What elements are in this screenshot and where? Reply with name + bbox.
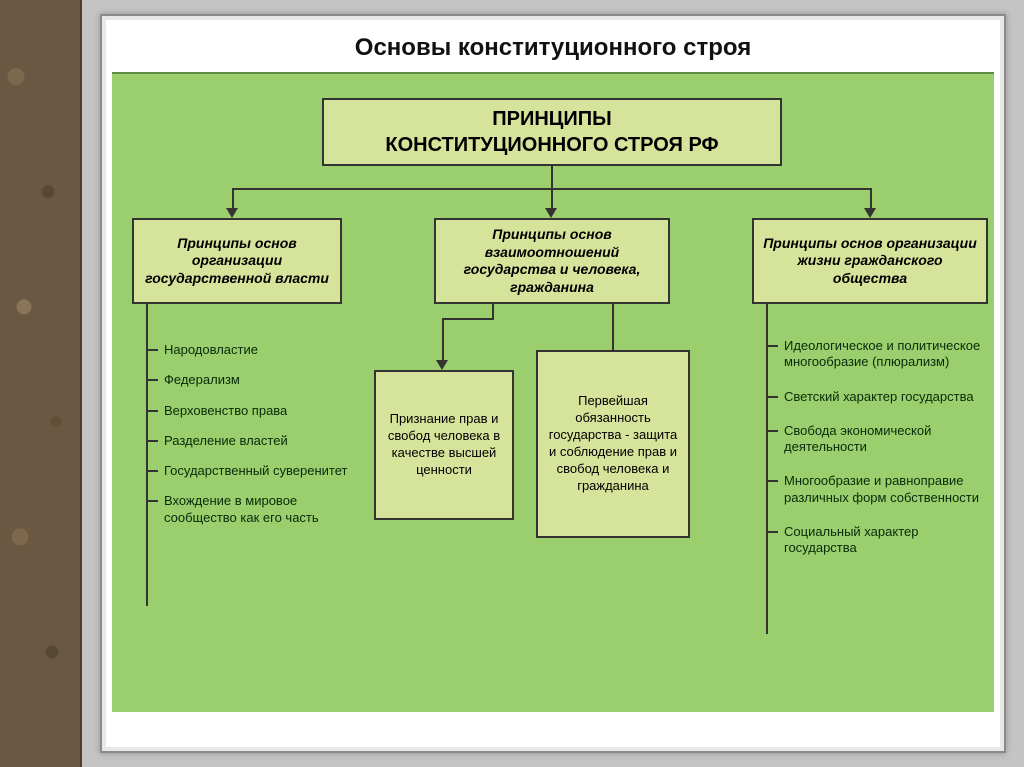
branch2-item-1-text: Признание прав и свобод человека в качес… [384, 411, 504, 479]
main-panel: Основы конституционного строя ПРИНЦИПЫ К… [82, 0, 1024, 767]
root-line1: ПРИНЦИПЫ [385, 106, 718, 132]
slide-frame: Основы конституционного строя ПРИНЦИПЫ К… [100, 14, 1006, 753]
branch-label-1: Принципы основ организации государственн… [142, 235, 332, 288]
connector [492, 304, 494, 318]
list-item: Социальный характер государства [770, 524, 988, 557]
list-rail [146, 318, 148, 606]
arrow-down-icon [436, 360, 448, 370]
branch-box-1: Принципы основ организации государственн… [132, 218, 342, 304]
list-item: Разделение властей [150, 433, 350, 449]
connector [442, 318, 494, 320]
root-box: ПРИНЦИПЫ КОНСТИТУЦИОННОГО СТРОЯ РФ [322, 98, 782, 166]
arrow-down-icon [864, 208, 876, 218]
connector [551, 166, 553, 188]
connector [766, 304, 768, 318]
list-item: Государственный суверенитет [150, 463, 350, 479]
connector [870, 188, 872, 210]
list-item: Федерализм [150, 372, 350, 388]
connector [442, 318, 444, 362]
branch-box-2: Принципы основ взаимоотношений государст… [434, 218, 670, 304]
list-item: Многообразие и равноправие различных фор… [770, 473, 988, 506]
list-item: Народовластие [150, 342, 350, 358]
decorative-sidebar [0, 0, 82, 767]
list-branch-1: Народовластие Федерализм Верховенство пр… [150, 342, 350, 540]
branch-label-2: Принципы основ взаимоотношений государст… [444, 226, 660, 296]
branch2-item-2: Первейшая обязанность государства - защи… [536, 350, 690, 538]
branch-label-3: Принципы основ организации жизни граждан… [762, 235, 978, 288]
list-item: Идеологическое и политическое многообраз… [770, 338, 988, 371]
branch2-item-1: Признание прав и свобод человека в качес… [374, 370, 514, 520]
list-rail [766, 318, 768, 634]
connector [612, 304, 614, 318]
arrow-down-icon [226, 208, 238, 218]
arrow-down-icon [545, 208, 557, 218]
list-item: Светский характер государства [770, 389, 988, 405]
list-branch-3: Идеологическое и политическое многообраз… [770, 338, 988, 570]
diagram-area: ПРИНЦИПЫ КОНСТИТУЦИОННОГО СТРОЯ РФ Принц… [112, 72, 994, 712]
list-item: Вхождение в мировое сообщество как его ч… [150, 493, 350, 526]
branch-box-3: Принципы основ организации жизни граждан… [752, 218, 988, 304]
branch2-item-2-text: Первейшая обязанность государства - защи… [546, 393, 680, 494]
list-item: Свобода экономической деятельности [770, 423, 988, 456]
connector [551, 188, 553, 210]
list-item: Верховенство права [150, 403, 350, 419]
connector [232, 188, 234, 210]
connector [146, 304, 148, 318]
root-line2: КОНСТИТУЦИОННОГО СТРОЯ РФ [385, 132, 718, 158]
slide-title: Основы конституционного строя [112, 26, 994, 72]
